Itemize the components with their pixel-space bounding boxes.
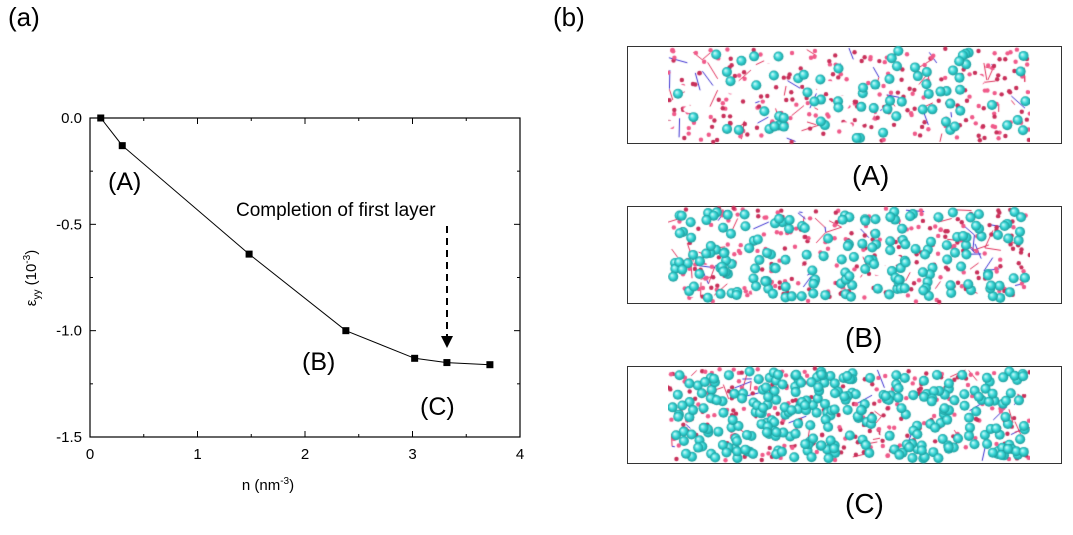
completion-note: Completion of first layer [236, 200, 436, 221]
data-point [118, 142, 126, 150]
data-point [443, 359, 451, 367]
annotation-c: (C) [420, 393, 455, 421]
annotation-a: (A) [108, 168, 141, 196]
y-tick-label: 0.0 [61, 110, 82, 127]
data-point [245, 250, 253, 258]
strain-chart: 0 1 2 3 4 0.0 -0.5 -1.0 -1.5 (A) (B) (C) Complet… [22, 110, 524, 494]
structure-image-c [668, 362, 1030, 468]
structure-image-b [668, 202, 1030, 308]
data-point [411, 354, 419, 362]
structure-label-a: (A) [852, 160, 890, 191]
x-tick-label: 3 [408, 446, 416, 463]
annotation-b: (B) [302, 348, 335, 376]
structure-label-c: (C) [845, 488, 884, 519]
structure-label-b: (B) [845, 322, 883, 353]
y-tick-label: -0.5 [56, 216, 82, 233]
series-line [100, 117, 490, 366]
completion-arrowhead [441, 336, 453, 348]
x-axis-label: n (nm-3) [242, 476, 294, 494]
data-point [486, 361, 494, 369]
panel-b-label: (b) [553, 2, 585, 32]
plot-frame [89, 117, 521, 438]
y-axis-label: εyy (10-3) [22, 250, 43, 306]
x-tick-label: 4 [516, 446, 524, 463]
panel-a-label: (a) [8, 2, 40, 32]
structure-image-a [668, 42, 1030, 148]
data-point [342, 327, 350, 335]
data-point [97, 114, 105, 122]
x-tick-label: 0 [86, 446, 94, 463]
x-tick-label: 1 [193, 446, 201, 463]
y-tick-label: -1.0 [56, 323, 82, 340]
y-tick-label: -1.5 [56, 429, 82, 446]
x-tick-label: 2 [301, 446, 309, 463]
